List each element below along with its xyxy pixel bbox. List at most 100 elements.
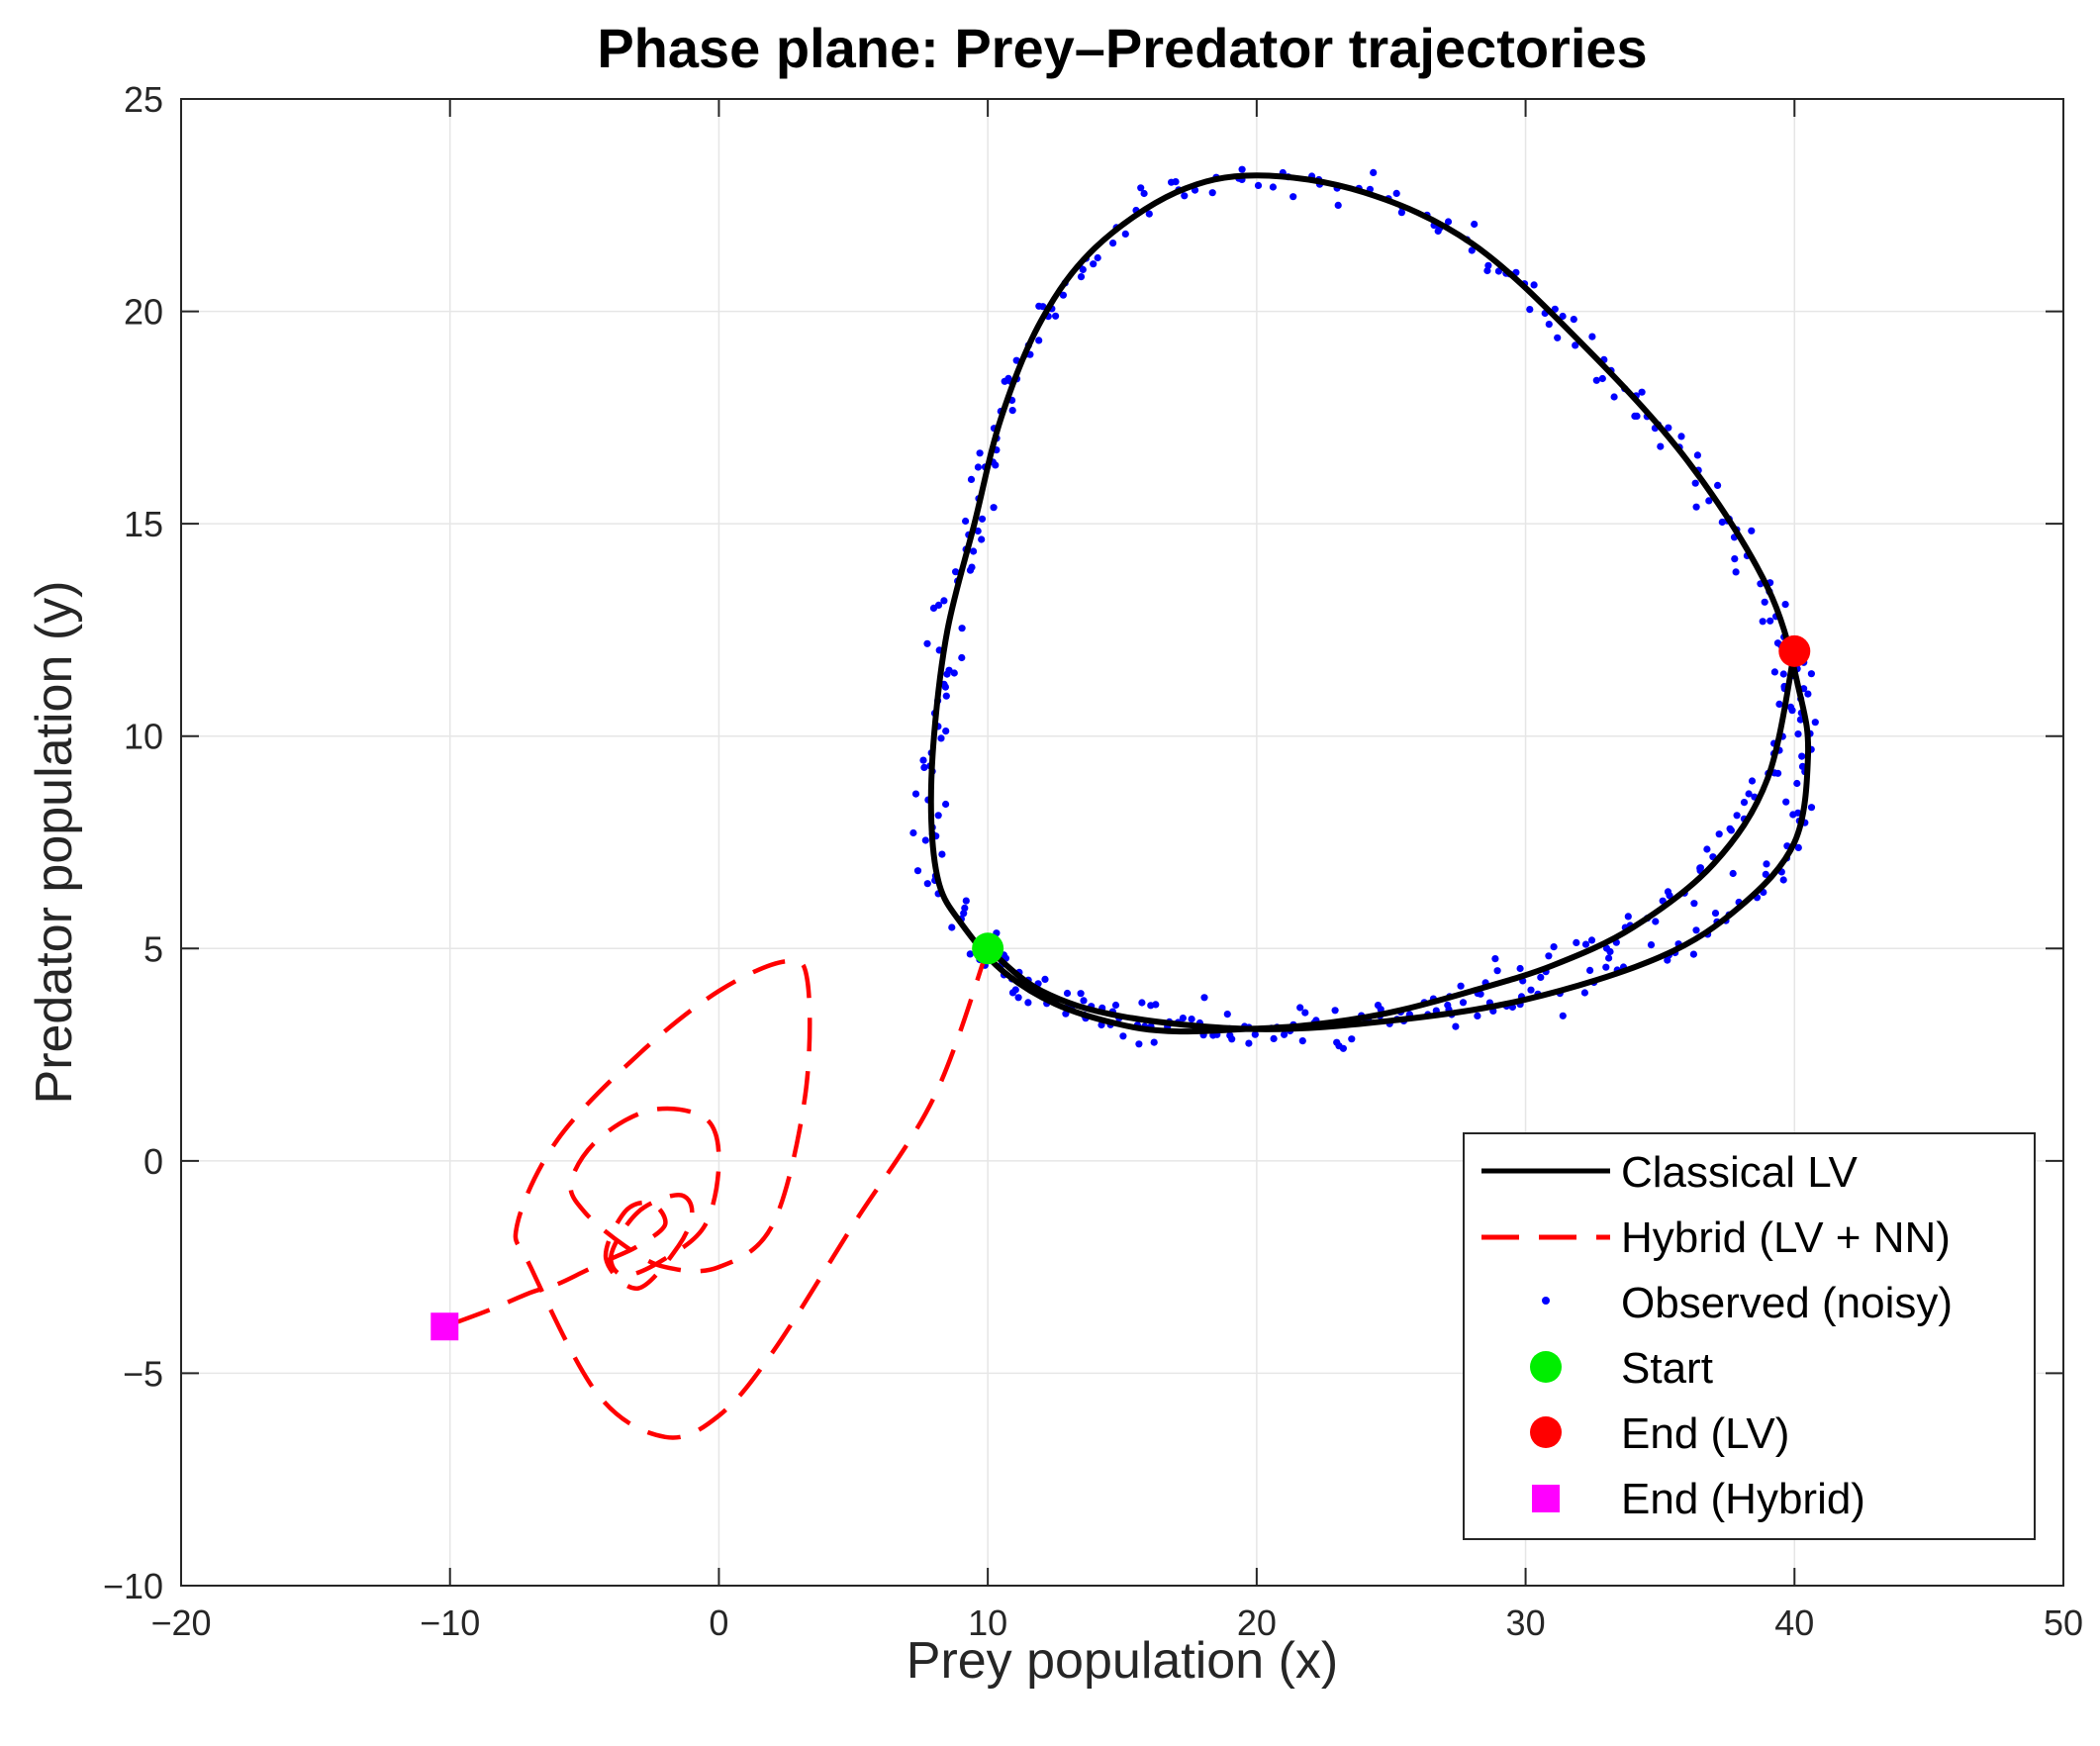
- observed-point: [1762, 870, 1769, 879]
- observed-point: [967, 475, 976, 483]
- observed-point: [1035, 337, 1043, 344]
- marker-end-hybrid: [430, 1312, 459, 1341]
- observed-point: [1251, 1030, 1259, 1038]
- observed-point: [1090, 260, 1098, 268]
- observed-point: [1782, 798, 1790, 806]
- observed-point: [1444, 218, 1453, 226]
- legend-label-hybrid: Hybrid (LV + NN): [1621, 1213, 1951, 1262]
- observed-point: [934, 812, 942, 820]
- marker-end-lv: [1778, 634, 1811, 667]
- legend-swatch-observed: [1542, 1297, 1550, 1305]
- endpoint-markers: [430, 634, 1811, 1341]
- observed-point: [1807, 670, 1815, 678]
- observed-point: [1781, 601, 1789, 609]
- observed-point: [1079, 265, 1087, 273]
- observed-point: [1559, 312, 1567, 321]
- observed-point: [923, 639, 931, 647]
- observed-point: [1041, 975, 1049, 984]
- observed-point: [1457, 982, 1465, 990]
- observed-point: [1434, 227, 1442, 236]
- observed-point: [1692, 503, 1700, 511]
- observed-point: [1665, 424, 1672, 432]
- observed-point: [1024, 999, 1032, 1007]
- observed-point: [961, 904, 969, 913]
- observed-point: [1691, 479, 1699, 487]
- observed-point: [1039, 303, 1047, 311]
- observed-point: [1245, 1039, 1253, 1047]
- chart-title: Phase plane: Prey–Predator trajectories: [597, 17, 1647, 79]
- observed-point: [992, 461, 1000, 469]
- observed-point: [1606, 947, 1614, 956]
- observed-point: [962, 517, 970, 526]
- observed-point: [1545, 321, 1553, 329]
- x-tick-label: −20: [150, 1602, 211, 1643]
- observed-point: [1581, 940, 1590, 948]
- observed-point: [1052, 312, 1060, 320]
- observed-point: [1610, 393, 1618, 401]
- observed-point: [1254, 181, 1263, 189]
- observed-point: [1137, 184, 1145, 192]
- observed-point: [1807, 804, 1816, 812]
- x-tick-label: 40: [1774, 1602, 1814, 1643]
- legend-swatch-end-lv: [1530, 1416, 1562, 1448]
- observed-point: [937, 734, 945, 742]
- observed-point: [1690, 900, 1698, 908]
- observed-point: [1348, 1035, 1356, 1043]
- observed-point: [990, 504, 998, 512]
- observed-point: [1592, 376, 1600, 384]
- legend-swatch-start: [1530, 1351, 1562, 1383]
- x-tick-label: 20: [1237, 1602, 1277, 1643]
- observed-point: [1008, 407, 1016, 415]
- observed-point: [966, 566, 975, 574]
- observed-point: [1692, 926, 1700, 934]
- observed-point: [1598, 374, 1606, 383]
- observed-point: [1715, 830, 1723, 838]
- observed-point: [1798, 752, 1806, 760]
- observed-point: [1779, 876, 1787, 884]
- legend-box: [1463, 1132, 2036, 1540]
- observed-point: [1223, 1011, 1231, 1018]
- observed-point: [1281, 1030, 1289, 1038]
- hybrid-line: [443, 947, 991, 1440]
- observed-point: [1077, 990, 1085, 998]
- observed-point: [1638, 388, 1646, 396]
- observed-point: [1711, 910, 1720, 918]
- observed-point: [1794, 843, 1802, 852]
- observed-point: [1740, 799, 1749, 807]
- observed-point: [1270, 1034, 1278, 1042]
- observed-point: [950, 669, 958, 677]
- x-axis-label: Prey population (x): [907, 1632, 1338, 1690]
- observed-point: [1471, 220, 1479, 229]
- observed-point: [1689, 950, 1697, 958]
- observed-point: [948, 923, 956, 931]
- observed-point: [1770, 668, 1778, 676]
- observed-point: [1468, 246, 1476, 254]
- legend-label-classical-lv: Classical LV: [1621, 1148, 1858, 1197]
- observed-point: [960, 910, 968, 918]
- observed-point: [1794, 730, 1802, 738]
- observed-point: [1554, 334, 1562, 341]
- observed-point: [1677, 433, 1685, 440]
- observed-point: [1774, 769, 1782, 777]
- observed-point: [942, 800, 950, 809]
- observed-point: [1109, 240, 1117, 247]
- observed-point: [1289, 193, 1297, 201]
- observed-point: [1392, 189, 1400, 197]
- observed-point: [1570, 316, 1577, 324]
- observed-point: [1226, 1031, 1234, 1039]
- observed-point: [1714, 481, 1722, 489]
- observed-point: [1731, 555, 1739, 563]
- observed-point: [1703, 845, 1711, 853]
- observed-point: [919, 756, 927, 764]
- observed-point: [952, 568, 960, 576]
- observed-point: [1298, 1037, 1306, 1045]
- legend: Classical LV Hybrid (LV + NN) Observed (…: [1463, 1132, 2036, 1540]
- legend-label-end-lv: End (LV): [1621, 1409, 1789, 1458]
- observed-point: [958, 653, 966, 662]
- observed-point: [1063, 989, 1072, 998]
- observed-point: [1550, 943, 1558, 951]
- observed-point: [1602, 963, 1610, 971]
- observed-point: [1793, 779, 1801, 788]
